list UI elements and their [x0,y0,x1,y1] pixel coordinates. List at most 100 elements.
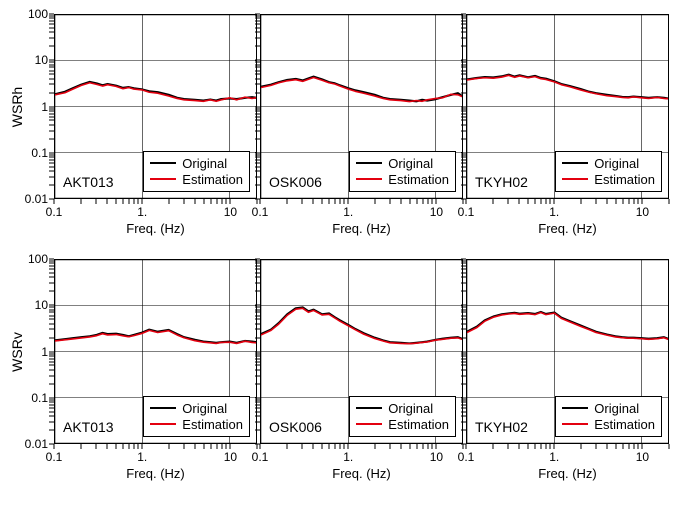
xtick-label: 0.1 [458,450,475,464]
xtick-label: 0.1 [252,205,269,219]
ytick-label: 0.01 [25,437,48,451]
plot-area: OriginalEstimation TKYH02 [466,259,669,444]
ylabel-row1: WSRv [9,327,25,377]
ytick-label: 100 [28,7,48,21]
panel-0-2: OriginalEstimation TKYH02 [466,14,669,199]
legend-swatch [356,423,382,425]
ytick-label: 10 [35,53,48,67]
xlabel: Freq. (Hz) [538,466,597,481]
legend: OriginalEstimation [143,151,250,192]
legend-entry: Estimation [356,416,449,432]
xlabel: Freq. (Hz) [538,221,597,236]
series-estimation [55,330,256,343]
xtick-label: 0.1 [46,205,63,219]
plot-area: OriginalEstimation AKT013 [54,259,257,444]
series-estimation [261,78,462,102]
xtick-label: 0.1 [46,450,63,464]
ytick-label: 100 [28,252,48,266]
legend: OriginalEstimation [349,396,456,437]
legend-entry: Original [356,155,449,171]
legend-label: Original [388,156,433,171]
ytick-label: 1 [41,345,48,359]
station-label: OSK006 [269,419,322,435]
panel-1-1: OriginalEstimation OSK006 [260,259,463,444]
xtick-label: 10 [430,205,443,219]
legend-swatch [150,162,176,164]
legend-swatch [562,162,588,164]
xtick-label: 10 [636,450,649,464]
xtick-label: 1. [343,450,353,464]
station-label: TKYH02 [475,419,528,435]
xtick-label: 1. [549,205,559,219]
ytick-label: 10 [35,298,48,312]
legend-label: Original [388,401,433,416]
xlabel: Freq. (Hz) [332,466,391,481]
legend-entry: Estimation [150,416,243,432]
legend-label: Original [182,156,227,171]
legend-label: Original [182,401,227,416]
legend-swatch [356,407,382,409]
ytick-label: 0.1 [31,391,48,405]
legend-label: Estimation [182,172,243,187]
xtick-label: 1. [137,450,147,464]
legend-entry: Estimation [562,171,655,187]
series-estimation [467,75,668,98]
plot-area: OriginalEstimation TKYH02 [466,14,669,199]
plot-area: OriginalEstimation OSK006 [260,14,463,199]
legend: OriginalEstimation [555,151,662,192]
figure: WSRhWSRvOriginalEstimationAKT0130.11.10F… [0,0,685,512]
panel-0-0: OriginalEstimation AKT013 [54,14,257,199]
legend-label: Original [594,401,639,416]
legend-label: Estimation [388,417,449,432]
panel-1-2: OriginalEstimation TKYH02 [466,259,669,444]
legend-label: Estimation [388,172,449,187]
legend-label: Estimation [594,172,655,187]
station-label: AKT013 [63,419,114,435]
panel-0-1: OriginalEstimation OSK006 [260,14,463,199]
legend-label: Estimation [182,417,243,432]
xtick-label: 1. [549,450,559,464]
legend-entry: Original [356,400,449,416]
station-label: OSK006 [269,174,322,190]
legend-swatch [562,407,588,409]
xtick-label: 10 [636,205,649,219]
legend-entry: Original [150,155,243,171]
xlabel: Freq. (Hz) [126,466,185,481]
xtick-label: 10 [224,450,237,464]
legend-label: Original [594,156,639,171]
xtick-label: 0.1 [458,205,475,219]
legend-label: Estimation [594,417,655,432]
legend: OriginalEstimation [349,151,456,192]
xtick-label: 1. [343,205,353,219]
ytick-label: 0.01 [25,192,48,206]
xtick-label: 0.1 [252,450,269,464]
legend-swatch [150,423,176,425]
legend-swatch [356,162,382,164]
legend: OriginalEstimation [555,396,662,437]
ytick-label: 0.1 [31,146,48,160]
xtick-label: 10 [224,205,237,219]
station-label: TKYH02 [475,174,528,190]
legend-entry: Original [562,400,655,416]
legend-swatch [150,178,176,180]
panel-1-0: OriginalEstimation AKT013 [54,259,257,444]
legend-swatch [562,423,588,425]
legend: OriginalEstimation [143,396,250,437]
legend-entry: Original [562,155,655,171]
ylabel-row0: WSRh [9,82,25,132]
legend-entry: Estimation [150,171,243,187]
plot-area: OriginalEstimation AKT013 [54,14,257,199]
legend-swatch [150,407,176,409]
xtick-label: 10 [430,450,443,464]
legend-entry: Estimation [356,171,449,187]
xlabel: Freq. (Hz) [126,221,185,236]
legend-entry: Estimation [562,416,655,432]
legend-swatch [562,178,588,180]
series-estimation [261,308,462,343]
series-estimation [467,313,668,340]
legend-entry: Original [150,400,243,416]
xtick-label: 1. [137,205,147,219]
ytick-label: 1 [41,100,48,114]
plot-area: OriginalEstimation OSK006 [260,259,463,444]
station-label: AKT013 [63,174,114,190]
